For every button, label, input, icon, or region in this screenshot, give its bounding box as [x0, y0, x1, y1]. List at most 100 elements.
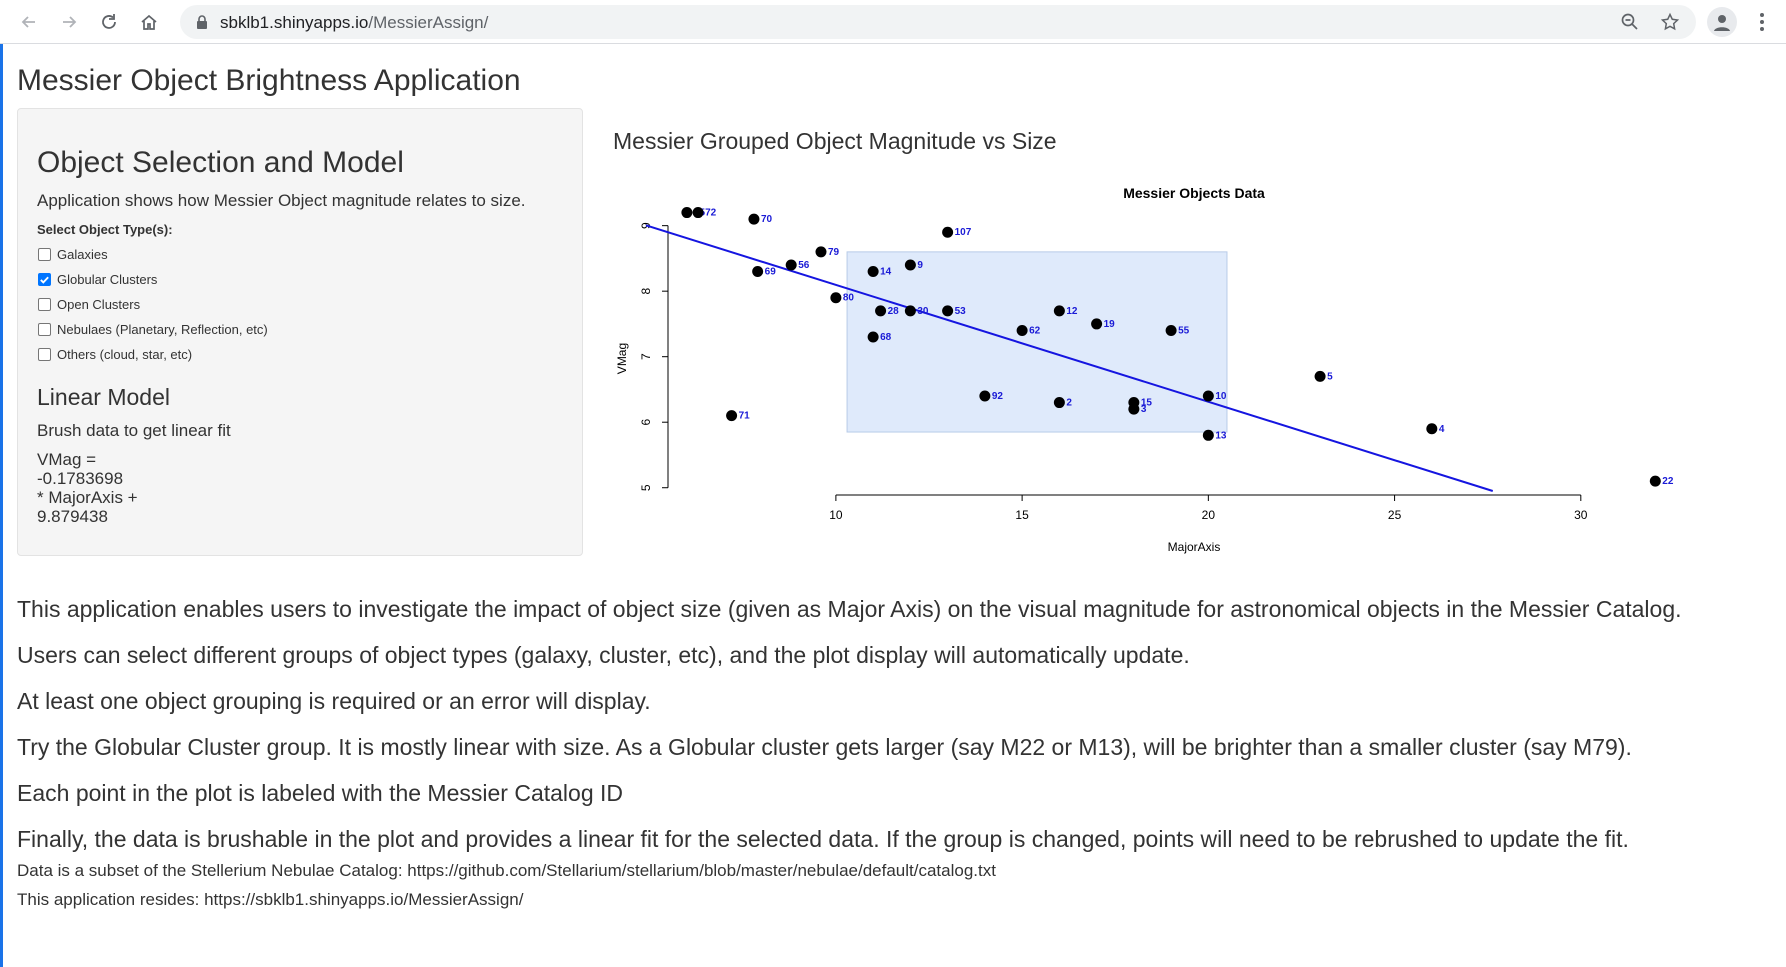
chart-title: Messier Objects Data [1123, 185, 1265, 201]
data-point [904, 259, 916, 271]
y-tick-label: 5 [639, 484, 653, 491]
data-source-note: Data is a subset of the Stellerium Nebul… [17, 861, 996, 880]
home-icon [141, 14, 157, 30]
point-label: 9 [917, 260, 923, 271]
checkbox-others[interactable]: Others (cloud, star, etc) [38, 347, 192, 362]
data-point [875, 305, 887, 317]
data-point [1426, 423, 1438, 435]
point-label: 107 [955, 227, 972, 238]
address-bar[interactable]: sbklb1.shinyapps.io/MessierAssign/ [180, 5, 1696, 39]
data-point [815, 246, 827, 258]
point-label: 12 [1066, 306, 1078, 317]
point-label: 53 [955, 306, 967, 317]
checkbox-label: Others (cloud, star, etc) [57, 347, 193, 362]
point-label: 72 [705, 208, 717, 219]
point-label: 68 [880, 332, 892, 343]
data-point [1128, 403, 1140, 415]
point-label: 2 [1066, 398, 1072, 409]
point-label: 79 [828, 247, 840, 258]
checkbox-open-clusters[interactable]: Open Clusters [38, 297, 140, 312]
point-label: 28 [888, 306, 900, 317]
window-edge [0, 44, 3, 967]
forward-button[interactable] [56, 9, 82, 35]
info-paragraph: This application enables users to invest… [17, 596, 1682, 622]
home-button[interactable] [136, 9, 162, 35]
point-label: 70 [761, 214, 773, 225]
person-icon [1714, 15, 1730, 31]
y-axis-label: VMag [615, 343, 629, 374]
point-label: 69 [765, 267, 777, 278]
checkbox-globular-clusters[interactable]: Globular Clusters [38, 272, 157, 287]
y-tick-label: 6 [639, 419, 653, 426]
data-point [1202, 429, 1214, 441]
data-point [1165, 324, 1177, 336]
data-point [904, 305, 916, 317]
checkbox-box[interactable] [38, 273, 51, 286]
sidebar-panel: Object Selection and Model Application s… [17, 108, 583, 556]
model-line: * MajorAxis + [37, 488, 138, 507]
point-label: 10 [1215, 391, 1227, 402]
reload-button[interactable] [96, 9, 122, 35]
checkbox-label: Open Clusters [57, 297, 141, 312]
checkbox-label: Nebulaes (Planetary, Reflection, etc) [57, 322, 268, 337]
data-point [726, 410, 738, 422]
info-paragraph: Users can select different groups of obj… [17, 642, 1190, 668]
point-label: 22 [1662, 476, 1674, 487]
sidebar-heading: Object Selection and Model [37, 146, 404, 179]
checkbox-galaxies[interactable]: Galaxies [38, 247, 108, 262]
data-point [692, 207, 704, 219]
profile-avatar[interactable] [1707, 7, 1737, 37]
point-label: 71 [739, 411, 751, 422]
x-axis-label: MajorAxis [1168, 540, 1221, 554]
point-label: 4 [1439, 424, 1445, 435]
data-point [681, 207, 693, 219]
info-paragraph: Each point in the plot is labeled with t… [17, 780, 623, 806]
checkbox-box[interactable] [38, 298, 51, 311]
x-tick-label: 30 [1574, 508, 1588, 522]
model-line: 9.879438 [37, 507, 108, 526]
point-label: 80 [843, 293, 855, 304]
point-label: 55 [1178, 325, 1190, 336]
brush-hint: Brush data to get linear fit [37, 421, 231, 440]
browser-menu-button[interactable] [1752, 10, 1772, 34]
brush-selection [846, 251, 1228, 433]
arrow-left-icon [21, 16, 35, 28]
data-point [867, 266, 879, 278]
data-point [1202, 390, 1214, 402]
arrow-right-icon [63, 16, 77, 28]
point-label: 5 [1327, 371, 1333, 382]
checkbox-box[interactable] [38, 323, 51, 336]
point-label: 15 [1141, 398, 1153, 409]
linear-model-heading: Linear Model [37, 384, 170, 410]
object-type-label: Select Object Type(s): [37, 222, 173, 237]
data-point [785, 259, 797, 271]
reload-icon [102, 14, 116, 29]
data-point [1016, 324, 1028, 336]
point-label: 30 [917, 306, 929, 317]
point-label: 92 [992, 391, 1004, 402]
checkbox-box[interactable] [38, 248, 51, 261]
data-point [979, 390, 991, 402]
data-point [830, 292, 842, 304]
plot-heading: Messier Grouped Object Magnitude vs Size [613, 128, 1057, 154]
checkbox-label: Globular Clusters [57, 272, 158, 287]
data-point [1649, 475, 1661, 487]
address-url: sbklb1.shinyapps.io/MessierAssign/ [220, 13, 489, 32]
point-label: 3 [1141, 404, 1147, 415]
bookmark-star-icon[interactable] [1660, 12, 1680, 32]
y-tick-label: 7 [639, 353, 653, 360]
info-paragraph: At least one object grouping is required… [17, 688, 651, 714]
data-point [867, 331, 879, 343]
browser-toolbar: sbklb1.shinyapps.io/MessierAssign/ [0, 0, 1786, 44]
back-button[interactable] [16, 9, 42, 35]
point-label: 56 [798, 260, 810, 271]
checkbox-box[interactable] [38, 348, 51, 361]
data-point [1053, 305, 1065, 317]
info-paragraph: Finally, the data is brushable in the pl… [17, 826, 1629, 852]
checkbox-nebulaes[interactable]: Nebulaes (Planetary, Reflection, etc) [38, 322, 268, 337]
app-title: Messier Object Brightness Application [17, 64, 521, 97]
data-point [1314, 370, 1326, 382]
data-point [748, 213, 760, 225]
zoom-icon[interactable] [1620, 12, 1640, 32]
